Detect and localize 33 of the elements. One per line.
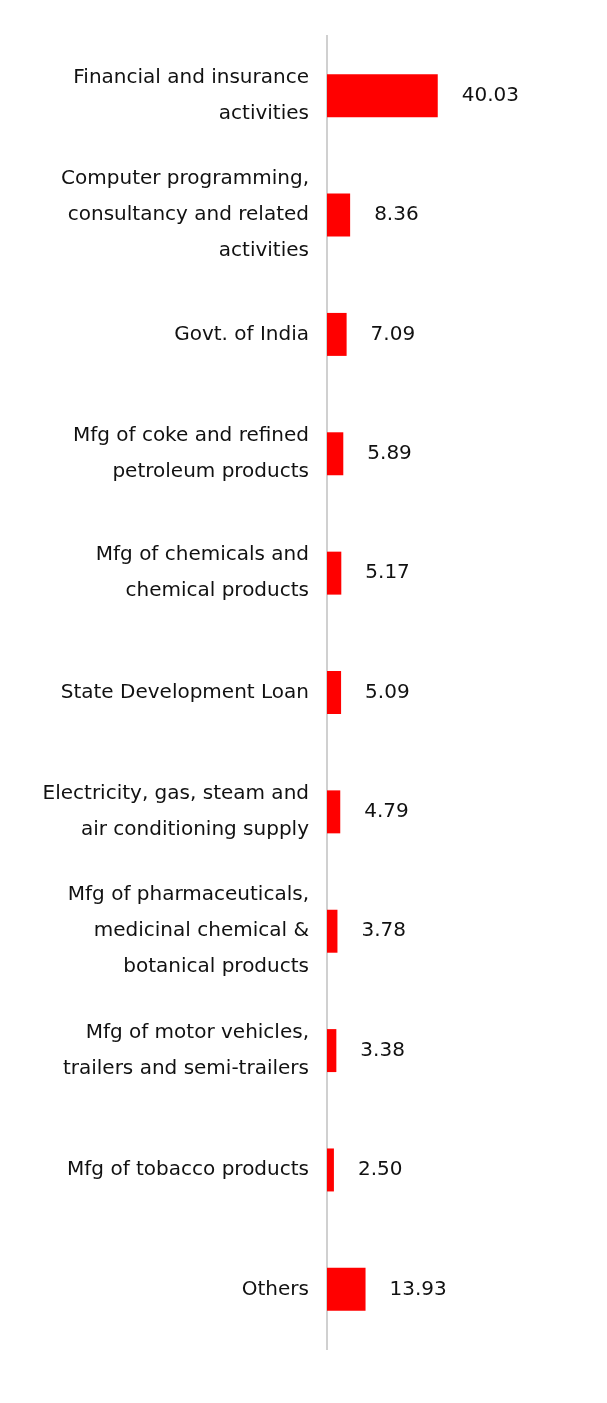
y-tick-label: Electricity, gas, steam and air conditioning supply: [42, 780, 310, 841]
bar: [327, 74, 438, 118]
bar: [327, 1267, 366, 1311]
y-tick-label: State Development Loan: [60, 678, 309, 703]
y-tick-label: Financial and insurance activities: [73, 63, 309, 124]
bar: [327, 790, 341, 834]
y-tick-label: Computer programming, consultancy and related activities: [61, 165, 309, 262]
data-label: 3.78: [361, 917, 406, 942]
bar: [327, 1148, 334, 1192]
data-label: 5.09: [365, 678, 410, 703]
y-tick-label: Mfg of pharmaceuticals, medicinal chemical & botanical products: [67, 881, 309, 978]
y-tick-label: Govt. of India: [174, 320, 309, 345]
y-tick-label: Mfg of tobacco products: [67, 1156, 309, 1181]
data-label: 3.38: [360, 1036, 405, 1061]
data-label: 5.89: [367, 439, 412, 464]
y-tick-label: Others: [241, 1275, 309, 1300]
bar: [327, 671, 342, 714]
bar: [327, 193, 351, 237]
bar: [327, 551, 342, 595]
data-label: 7.09: [370, 320, 416, 345]
bar: [327, 432, 344, 476]
y-tick-label: Mfg of chemicals and chemical products: [95, 541, 309, 602]
y-tick-label: Mfg of coke and refined petroleum products: [72, 421, 309, 482]
y-tick-label: Mfg of motor vehicles, trailers and semi-trailers: [62, 1018, 309, 1079]
data-label: 4.79: [364, 798, 409, 823]
bar: [327, 312, 347, 356]
bar: [327, 1029, 337, 1073]
data-label: 40.03: [461, 81, 520, 106]
data-label: 2.50: [357, 1156, 403, 1181]
data-label: 13.93: [389, 1275, 447, 1300]
data-label: 8.36: [374, 201, 419, 226]
bar: [327, 909, 338, 953]
data-label: 5.17: [365, 559, 410, 584]
